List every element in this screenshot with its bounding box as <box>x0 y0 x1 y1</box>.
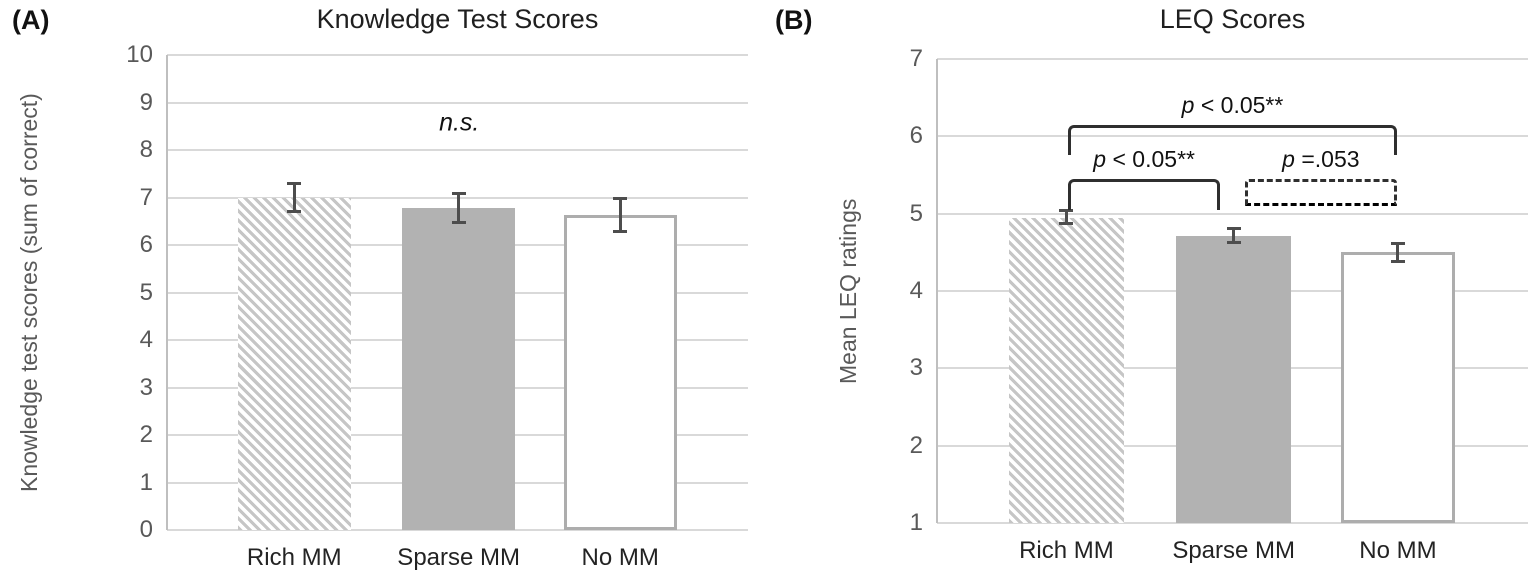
panel-b-plot-area: 1 2 3 4 5 6 7 Rich MM Sparse MM No MM p < 0.05** p … <box>910 45 1528 564</box>
gridline <box>937 522 1528 524</box>
panel-b-letter: (B) <box>775 5 813 35</box>
p-symbol: p <box>1093 145 1107 172</box>
gridline <box>167 149 748 151</box>
y-tick-label: 4 <box>139 326 153 353</box>
x-tick-label-rich-mm: Rich MM <box>246 544 342 571</box>
y-tick-label: 1 <box>139 468 153 496</box>
panel-a-letter: (A) <box>12 5 50 35</box>
significance-bracket-1 <box>1068 124 1397 155</box>
panel-a-plot-area: 0 1 2 3 4 5 6 7 8 9 10 Rich MM Sparse MM No MM n.s. <box>126 41 748 571</box>
p-value-text: < 0.05** <box>1106 145 1195 172</box>
y-tick-label: 7 <box>909 45 923 72</box>
significance-label-3: p =.053 <box>1282 146 1359 173</box>
y-tick-label: 2 <box>909 431 923 459</box>
p-symbol: p <box>1181 91 1195 118</box>
bar-rich-mm <box>1009 217 1124 523</box>
gridline <box>167 529 748 531</box>
gridline <box>167 54 748 56</box>
y-tick-label: 0 <box>139 516 153 543</box>
bar-no-mm <box>1340 252 1456 523</box>
error-bar-sparse-mm <box>1226 226 1241 244</box>
x-tick-label-rich-mm: Rich MM <box>1019 537 1114 564</box>
significance-label-2: p < 0.05** <box>1093 146 1195 173</box>
y-tick-label: 6 <box>909 122 923 150</box>
y-tick-label: 9 <box>139 88 153 116</box>
bar-no-mm <box>563 215 677 530</box>
x-tick-label-sparse-mm: Sparse MM <box>397 544 521 571</box>
y-tick-label: 6 <box>139 231 153 258</box>
y-tick-label: 3 <box>909 354 923 382</box>
panel-a-title: Knowledge Test Scores <box>316 4 599 34</box>
significance-bracket-3 <box>1244 178 1397 206</box>
error-bar-no-mm <box>1390 241 1405 264</box>
panel-b-y-axis-label: Mean LEQ ratings <box>835 198 861 384</box>
bar-sparse-mm <box>402 207 515 530</box>
significance-bracket-2 <box>1068 178 1221 210</box>
y-tick-label: 1 <box>909 509 923 536</box>
p-value-text: < 0.05** <box>1194 91 1284 118</box>
y-tick-label: 8 <box>139 136 153 163</box>
error-bar-no-mm <box>613 197 628 233</box>
panel-a-y-axis-label: Knowledge test scores (sum of correct) <box>16 93 42 492</box>
gridline <box>167 101 748 104</box>
y-tick-label: 4 <box>909 277 923 304</box>
gridline <box>937 58 1528 60</box>
p-value-text: =.053 <box>1294 145 1360 172</box>
y-tick-label: 5 <box>909 199 923 227</box>
panel-b: (B) LEQ Scores Mean LEQ ratings 1 2 3 4 5 6 7 R… <box>767 0 1535 574</box>
y-tick-label: 10 <box>126 41 153 68</box>
significance-label-1: p < 0.05** <box>1182 92 1284 119</box>
y-tick-label: 2 <box>139 421 153 448</box>
x-tick-label-no-mm: No MM <box>581 544 659 571</box>
y-tick-label: 3 <box>139 373 153 401</box>
x-tick-label-no-mm: No MM <box>1359 537 1437 564</box>
panel-a: (A) Knowledge Test Scores Knowledge test… <box>0 0 767 574</box>
gridline <box>937 212 1528 215</box>
p-symbol: p <box>1282 145 1295 172</box>
bar-sparse-mm <box>1176 236 1291 523</box>
error-bar-sparse-mm <box>451 192 466 224</box>
error-bar-rich-mm <box>1059 209 1074 226</box>
error-bar-rich-mm <box>287 182 302 214</box>
y-tick-label: 7 <box>139 183 153 211</box>
gridline <box>937 135 1528 138</box>
bar-rich-mm <box>237 197 351 530</box>
panel-b-title: LEQ Scores <box>1159 4 1306 34</box>
ns-annotation: n.s. <box>439 108 480 137</box>
y-tick-label: 5 <box>139 278 153 306</box>
x-tick-label-sparse-mm: Sparse MM <box>1172 537 1296 564</box>
